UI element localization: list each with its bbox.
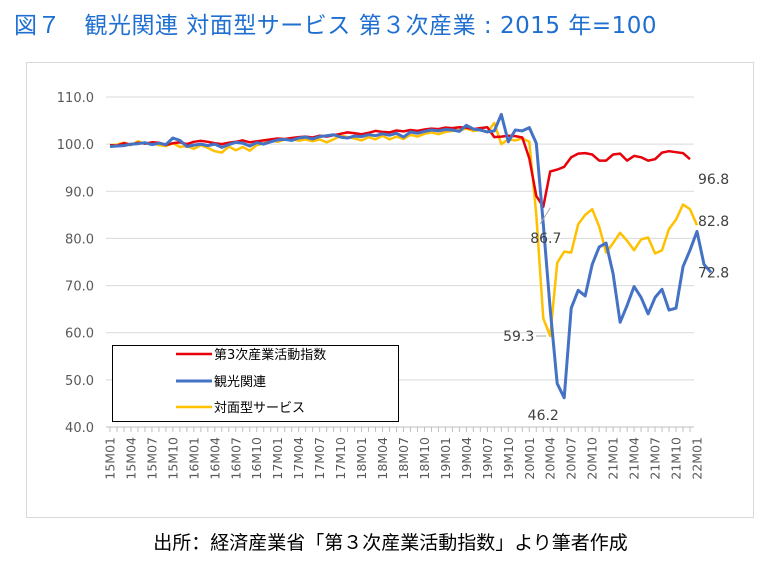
label-trough-tertiary: 86.7 [530, 231, 561, 247]
x-tick-label: 19M01 [438, 437, 453, 480]
y-tick-label: 70.0 [65, 280, 94, 295]
y-tick-label: 60.0 [65, 327, 94, 342]
x-tick-label: 16M07 [228, 437, 243, 480]
x-tick-label: 16M01 [186, 437, 201, 480]
label-trough-tourism: 46.2 [528, 408, 559, 424]
x-tick-label: 17M04 [291, 437, 306, 480]
x-tick-label: 20M04 [543, 437, 558, 480]
y-tick-label: 100.0 [57, 138, 94, 153]
label-last-tertiary: 96.8 [698, 172, 729, 188]
x-tick-label: 16M10 [249, 437, 264, 480]
x-tick-label: 20M10 [585, 437, 600, 480]
y-tick-label: 80.0 [65, 232, 94, 247]
x-tick-label: 15M04 [123, 437, 138, 480]
x-tick-label: 21M07 [648, 437, 663, 480]
series-line-tertiary-index [109, 125, 691, 209]
x-tick-label: 21M01 [606, 437, 621, 480]
series-line-tourism [109, 112, 713, 400]
y-axis-tick-labels: 110.0 100.0 90.0 80.0 70.0 60.0 50.0 40.0 [57, 91, 94, 436]
x-tick-label: 20M01 [522, 437, 537, 480]
series-line-face-to-face [109, 121, 699, 338]
series-lines [109, 112, 713, 400]
legend-label-tourism: 観光関連 [214, 375, 266, 390]
x-tick-label: 21M04 [627, 437, 642, 480]
x-tick-label: 18M07 [396, 437, 411, 480]
x-tick-label: 22M01 [689, 437, 704, 480]
y-tick-label: 50.0 [65, 374, 94, 389]
x-tick-label: 19M10 [501, 437, 516, 480]
x-tick-label: 15M10 [165, 437, 180, 480]
x-tick-label: 15M01 [103, 437, 118, 480]
y-tick-label: 90.0 [65, 185, 94, 200]
x-axis-tick-labels: 15M01 15M04 15M07 15M10 16M01 16M04 16M07 16M10… [103, 427, 704, 480]
legend: 第3次産業活動指数 観光関連 対面型サービス [112, 345, 399, 422]
x-tick-label: 17M10 [333, 437, 348, 480]
line-chart: 110.0 100.0 90.0 80.0 70.0 60.0 50.0 40.0 15M01… [26, 62, 754, 518]
x-tick-label: 20M07 [564, 437, 579, 480]
x-tick-label: 19M04 [459, 437, 474, 480]
x-tick-label: 18M10 [417, 437, 432, 480]
x-tick-label: 17M01 [270, 437, 285, 480]
y-tick-label: 110.0 [57, 91, 94, 106]
figure-title: 図７ 観光関連 対面型サービス 第３次産業 : 2015 年=100 [14, 13, 658, 39]
x-tick-label: 19M07 [480, 437, 495, 480]
data-annotations: 96.8 86.7 82.8 72.8 59.3 46.2 [503, 172, 729, 424]
x-tick-label: 16M04 [207, 437, 222, 480]
source-note: 出所：経済産業省「第３次産業活動指数」より筆者作成 [153, 532, 628, 554]
label-last-face-to-face: 82.8 [698, 214, 729, 230]
x-tick-label: 15M07 [144, 437, 159, 480]
legend-label-tertiary-index: 第3次産業活動指数 [214, 347, 326, 363]
label-last-tourism: 72.8 [698, 265, 729, 281]
x-tick-label: 18M04 [375, 437, 390, 480]
legend-box [112, 345, 399, 422]
label-trough-face-to-face: 59.3 [503, 329, 534, 345]
x-tick-label: 17M07 [312, 437, 327, 480]
x-tick-label: 18M01 [354, 437, 369, 480]
chart-area: 110.0 100.0 90.0 80.0 70.0 60.0 50.0 40.0 15M01… [26, 62, 754, 518]
leader-trough-tertiary [539, 207, 551, 225]
y-tick-label: 40.0 [65, 421, 94, 436]
x-tick-label: 21M10 [669, 437, 684, 480]
legend-label-face-to-face: 対面型サービス [214, 401, 305, 416]
